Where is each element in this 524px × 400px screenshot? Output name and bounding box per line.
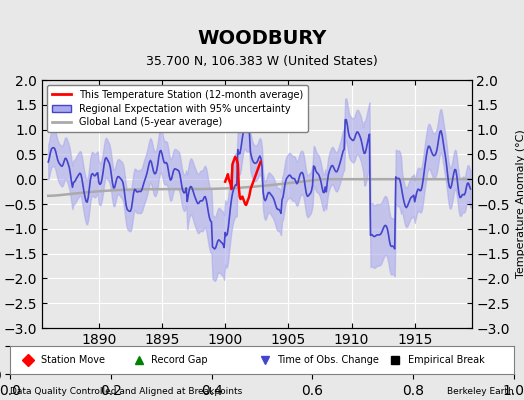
Text: Station Move: Station Move [41,355,105,365]
Text: Time of Obs. Change: Time of Obs. Change [277,355,379,365]
Text: Empirical Break: Empirical Break [408,355,485,365]
Text: WOODBURY: WOODBURY [198,29,326,48]
Text: Record Gap: Record Gap [151,355,208,365]
Legend: This Temperature Station (12-month average), Regional Expectation with 95% uncer: This Temperature Station (12-month avera… [47,85,308,132]
Text: 35.700 N, 106.383 W (United States): 35.700 N, 106.383 W (United States) [146,55,378,68]
Text: Berkeley Earth: Berkeley Earth [447,387,514,396]
Y-axis label: Temperature Anomaly (°C): Temperature Anomaly (°C) [516,130,524,278]
Text: Data Quality Controlled and Aligned at Breakpoints: Data Quality Controlled and Aligned at B… [10,387,243,396]
